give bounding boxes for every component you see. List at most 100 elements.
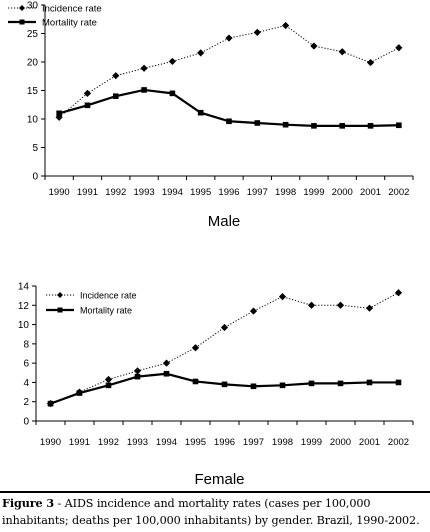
incidence-rate-point [282, 21, 290, 30]
incidence-rate-point [249, 307, 258, 315]
x-tick-label: 1996 [214, 437, 235, 448]
mortality-rate-point [47, 400, 54, 407]
x-tick-label: 1993 [127, 437, 148, 448]
y-tick-label: 25 [27, 29, 39, 40]
incidence-rate-point [133, 367, 142, 375]
x-tick-label: 2001 [359, 437, 380, 448]
incidence-rate-point [140, 64, 148, 72]
incidence-rate-point [338, 48, 346, 56]
figure-label: Figure 3 [2, 496, 55, 510]
incidence-rate-point [225, 34, 233, 42]
incidence-rate-point [112, 72, 120, 80]
x-tick-label: 2000 [332, 187, 353, 198]
x-tick-label: 1996 [218, 187, 239, 198]
mortality-rate-point [366, 379, 373, 386]
x-tick-label: 1990 [49, 187, 70, 198]
incidence-rate-point [104, 375, 113, 384]
y-tick-label: 8 [23, 339, 29, 350]
y-tick-label: 12 [18, 301, 30, 312]
y-tick-label: 6 [23, 359, 29, 370]
incidence-rate-point [336, 301, 345, 309]
y-tick-label: 2 [23, 397, 29, 408]
legend-incidence-rate-label: Incidence rate [42, 4, 102, 15]
x-tick-label: 2002 [388, 437, 409, 448]
x-tick-label: 1994 [162, 187, 183, 198]
mortality-rate-point [134, 373, 141, 380]
x-tick-label: 1990 [40, 437, 61, 448]
x-tick-label: 1997 [243, 437, 264, 448]
y-tick-label: 20 [27, 58, 39, 69]
figure-caption-text: - AIDS incidence and mortality rates (ca… [2, 497, 420, 527]
y-tick-label: 15 [27, 86, 39, 97]
x-tick-label: 1994 [156, 437, 177, 448]
y-tick-label: 30 [27, 1, 39, 12]
mortality-rate-point [282, 121, 289, 128]
x-tick-label: 1991 [69, 437, 90, 448]
x-tick-label: 1993 [134, 187, 155, 198]
x-tick-label: 1992 [105, 187, 126, 198]
x-tick-label: 1997 [247, 187, 268, 198]
incidence-rate-point [191, 344, 200, 352]
x-tick-label: 2002 [388, 187, 409, 198]
mortality-rate-line [50, 372, 399, 405]
incidence-rate-point [168, 57, 176, 66]
y-tick-label: 0 [23, 417, 29, 428]
legend-incidence-rate-marker [19, 5, 25, 11]
mortality-rate-point [192, 378, 199, 385]
y-tick-label: 10 [18, 320, 30, 331]
incidence-rate-point [162, 359, 171, 367]
incidence-rate-point [220, 323, 229, 332]
legend-mortality-rate-marker [57, 307, 63, 313]
incidence-rate-point [394, 289, 403, 297]
incidence-rate-point [310, 42, 318, 50]
incidence-rate-point [365, 304, 374, 312]
mortality-rate-point [250, 383, 257, 390]
mortality-rate-point [226, 118, 232, 125]
x-tick-label: 2001 [360, 187, 381, 198]
panel-title: Female [194, 471, 244, 488]
y-tick-label: 14 [18, 282, 30, 293]
caption-divider [0, 491, 430, 493]
mortality-rate-point [221, 381, 228, 388]
incidence-rate-point [366, 58, 375, 67]
incidence-rate-point [253, 28, 261, 36]
incidence-rate-point [395, 44, 403, 52]
mortality-rate-point [56, 110, 62, 117]
legend-mortality-rate-label: Mortality rate [80, 306, 132, 316]
mortality-rate-point [197, 109, 204, 116]
legend-incidence-rate-marker [57, 292, 63, 298]
mortality-rate-point [112, 93, 119, 99]
y-tick-label: 0 [32, 172, 38, 183]
female-chart: 0 2 4 6 8 10 12 14 1990 1991 1992 1993 1994 1995 1996 1… [18, 282, 414, 488]
mortality-rate-point [367, 123, 374, 129]
incidence-rate-point [83, 89, 92, 97]
x-tick-label: 1998 [272, 437, 293, 448]
x-tick-label: 1991 [77, 187, 98, 198]
x-tick-label: 1995 [190, 187, 211, 198]
legend-mortality-rate-label: Mortality rate [42, 18, 97, 29]
mortality-rate-point [311, 123, 317, 129]
incidence-rate-point [197, 49, 205, 57]
x-tick-label: 2000 [330, 437, 351, 448]
mortality-rate-point [337, 380, 344, 387]
mortality-rate-point [339, 123, 346, 129]
mortality-rate-point [163, 370, 170, 377]
x-tick-label: 1999 [301, 437, 322, 448]
mortality-rate-point [396, 122, 402, 129]
panel-title: Male [208, 213, 241, 230]
incidence-rate-point [307, 301, 316, 309]
mortality-rate-point [84, 102, 91, 109]
y-tick-label: 5 [32, 143, 38, 154]
mortality-rate-point [279, 382, 286, 389]
mortality-rate-point [105, 382, 112, 389]
mortality-rate-point [308, 380, 315, 387]
y-tick-label: 10 [27, 115, 39, 126]
mortality-rate-point [169, 90, 176, 97]
x-tick-label: 1999 [303, 187, 324, 198]
mortality-rate-point [254, 120, 261, 126]
legend-mortality-rate-marker [19, 19, 25, 25]
figure-caption: Figure 3 - AIDS incidence and mortality … [2, 495, 430, 529]
mortality-rate-point [141, 87, 147, 93]
x-tick-label: 1995 [185, 437, 206, 448]
